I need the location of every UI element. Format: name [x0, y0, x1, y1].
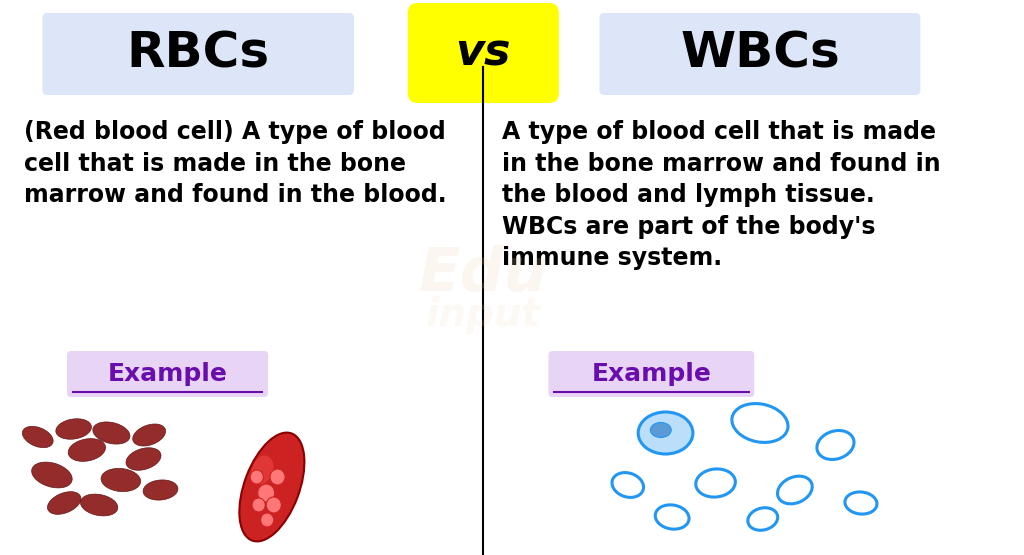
Circle shape: [250, 470, 263, 484]
FancyBboxPatch shape: [67, 351, 268, 397]
Ellipse shape: [732, 403, 788, 442]
FancyBboxPatch shape: [549, 351, 755, 397]
Circle shape: [260, 513, 273, 527]
Ellipse shape: [695, 469, 735, 497]
Ellipse shape: [655, 505, 689, 529]
Ellipse shape: [81, 494, 118, 516]
Ellipse shape: [126, 448, 161, 470]
Circle shape: [258, 484, 274, 502]
Ellipse shape: [23, 426, 53, 448]
FancyBboxPatch shape: [408, 3, 559, 103]
Ellipse shape: [748, 508, 777, 530]
Circle shape: [270, 469, 285, 485]
Text: Edu: Edu: [419, 245, 548, 305]
Ellipse shape: [93, 422, 130, 444]
Text: Example: Example: [109, 362, 228, 386]
Ellipse shape: [845, 492, 877, 514]
Ellipse shape: [240, 432, 304, 542]
Ellipse shape: [612, 473, 643, 497]
Ellipse shape: [143, 480, 178, 500]
Circle shape: [252, 498, 265, 512]
Ellipse shape: [47, 492, 81, 514]
Ellipse shape: [69, 438, 105, 461]
Ellipse shape: [101, 468, 140, 492]
Ellipse shape: [817, 431, 854, 460]
Text: RBCs: RBCs: [127, 30, 269, 78]
FancyBboxPatch shape: [42, 13, 354, 95]
Text: Example: Example: [592, 362, 712, 386]
FancyBboxPatch shape: [599, 13, 921, 95]
Ellipse shape: [252, 456, 273, 485]
Ellipse shape: [56, 419, 91, 439]
Ellipse shape: [650, 422, 671, 437]
Ellipse shape: [32, 462, 73, 488]
Text: WBCs: WBCs: [680, 30, 840, 78]
Text: A type of blood cell that is made
in the bone marrow and found in
the blood and : A type of blood cell that is made in the…: [502, 120, 941, 270]
Text: vs: vs: [456, 32, 511, 74]
Ellipse shape: [133, 424, 166, 446]
Text: (Red blood cell) A type of blood
cell that is made in the bone
marrow and found : (Red blood cell) A type of blood cell th…: [24, 120, 446, 207]
Ellipse shape: [777, 476, 812, 504]
Text: input: input: [426, 296, 541, 334]
Circle shape: [266, 497, 282, 513]
Ellipse shape: [638, 412, 693, 454]
